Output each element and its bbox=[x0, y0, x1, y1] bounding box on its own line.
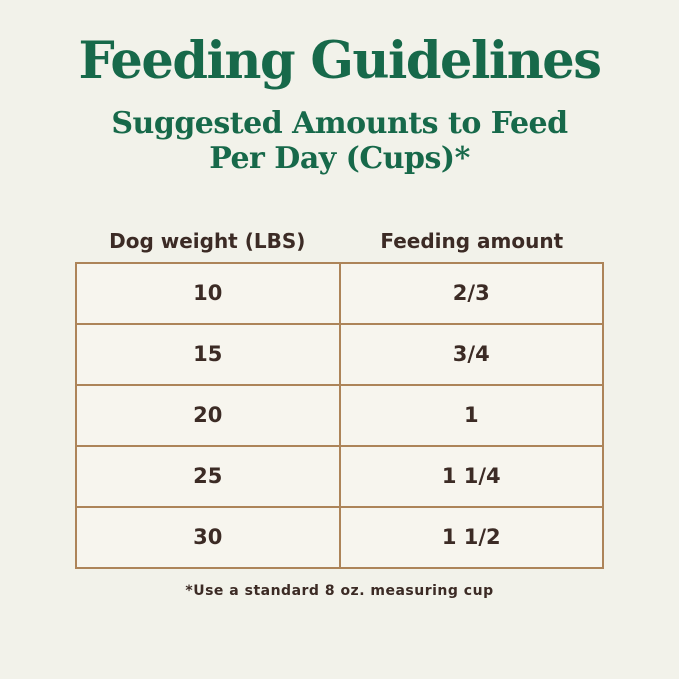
feeding-table-section: Dog weight (LBS) Feeding amount 10 2/3 1… bbox=[75, 229, 604, 569]
dog-weight-cell: 15 bbox=[75, 322, 341, 386]
feeding-amount-cell: 1 bbox=[338, 383, 604, 447]
column-header-dog-weight: Dog weight (LBS) bbox=[109, 228, 306, 253]
table-row: 25 1 1/4 bbox=[75, 444, 604, 508]
table-row: 20 1 bbox=[75, 383, 604, 447]
dog-weight-cell: 30 bbox=[75, 505, 341, 569]
page-subtitle: Suggested Amounts to Feed Per Day (Cups)… bbox=[0, 106, 679, 177]
page-title: Feeding Guidelines bbox=[78, 31, 602, 91]
feeding-table: 10 2/3 15 3/4 20 1 25 1 1/4 30 1 1/2 bbox=[75, 261, 604, 569]
subtitle-line-2: Per Day (Cups)* bbox=[209, 141, 470, 177]
column-header-feeding-amount: Feeding amount bbox=[380, 228, 564, 253]
dog-weight-cell: 25 bbox=[75, 444, 341, 508]
table-row: 30 1 1/2 bbox=[75, 505, 604, 569]
feeding-amount-cell: 3/4 bbox=[338, 322, 604, 386]
measuring-cup-footnote: *Use a standard 8 oz. measuring cup bbox=[185, 582, 494, 599]
table-column-headers: Dog weight (LBS) Feeding amount bbox=[75, 229, 604, 253]
feeding-amount-cell: 2/3 bbox=[338, 261, 604, 325]
subtitle-line-1: Suggested Amounts to Feed bbox=[111, 106, 568, 142]
table-row: 15 3/4 bbox=[75, 322, 604, 386]
feeding-amount-cell: 1 1/4 bbox=[338, 444, 604, 508]
feeding-amount-cell: 1 1/2 bbox=[338, 505, 604, 569]
dog-weight-cell: 10 bbox=[75, 261, 341, 325]
dog-weight-cell: 20 bbox=[75, 383, 341, 447]
table-row: 10 2/3 bbox=[75, 261, 604, 325]
